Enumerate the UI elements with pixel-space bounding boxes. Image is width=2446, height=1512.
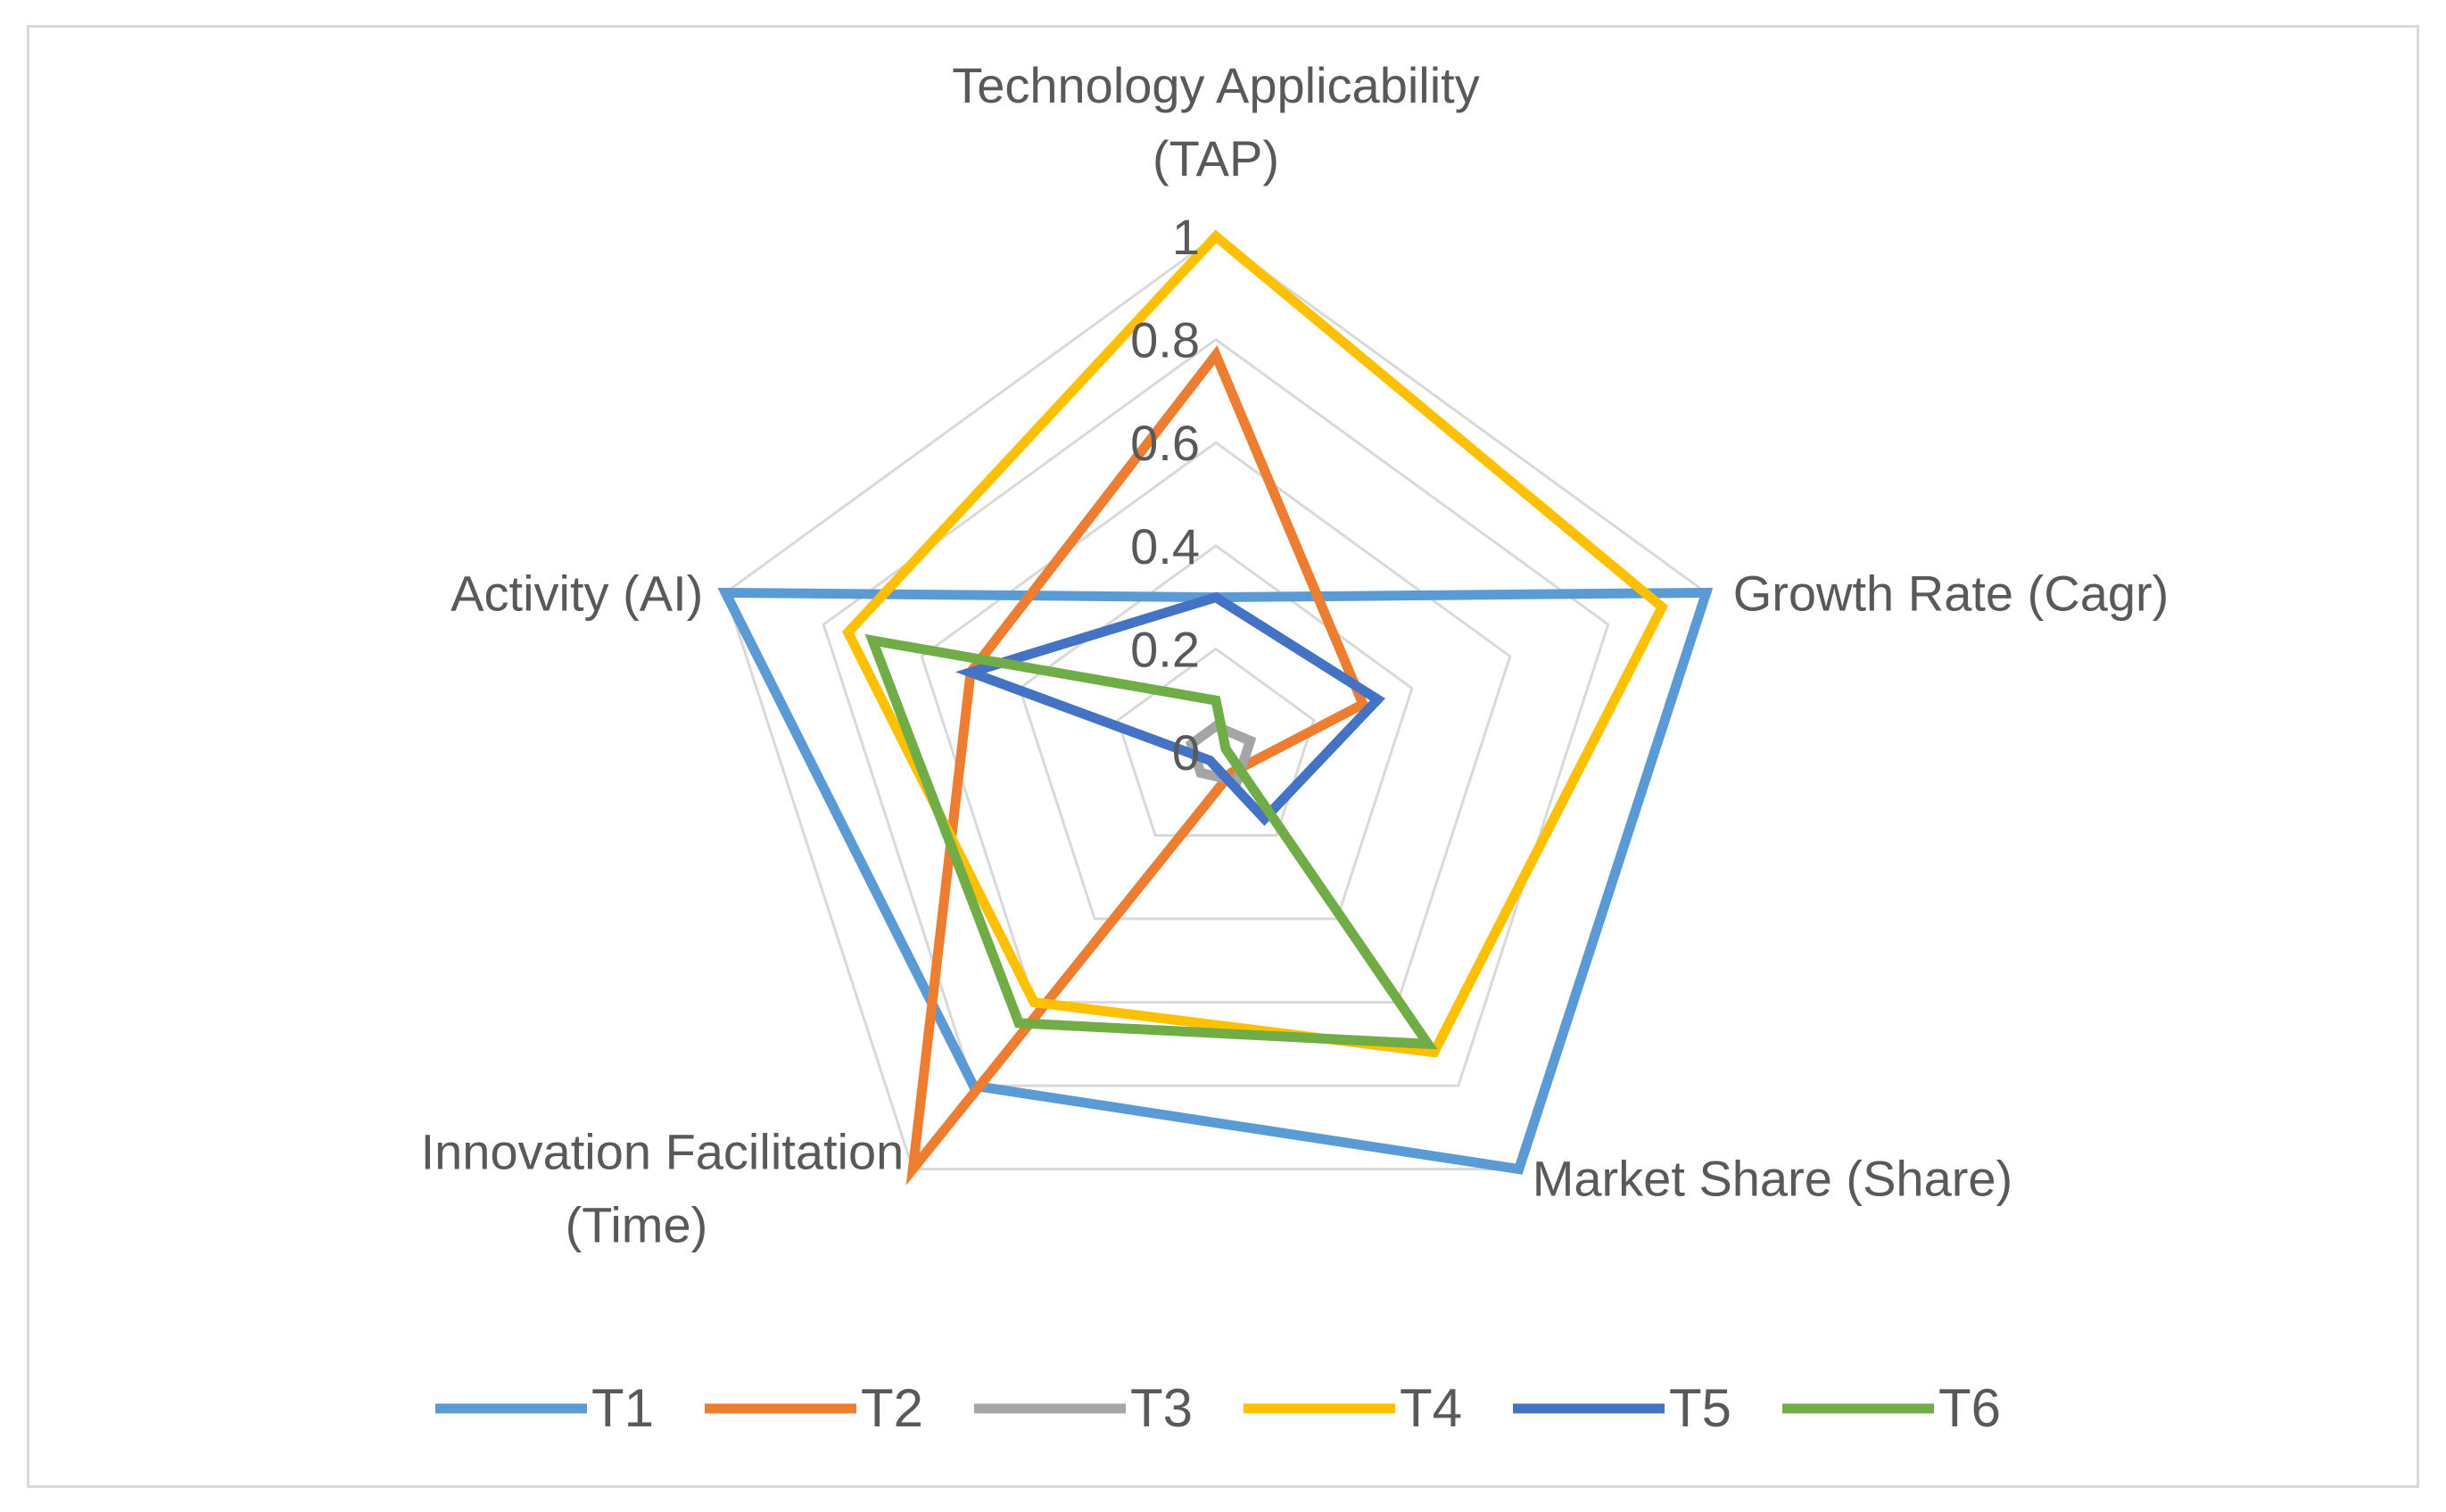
- legend-label: T5: [1669, 1378, 1731, 1438]
- axis-label-1: Technology Applicability (TAP): [952, 57, 1479, 186]
- legend-item-t5: T5: [1513, 1378, 1731, 1438]
- axis-label-line: (Time): [566, 1197, 708, 1253]
- series-t4: [842, 229, 1669, 1058]
- axis-label-line: Growth Rate (Cagr): [1733, 565, 2169, 621]
- series-t2: [905, 345, 1369, 1186]
- axis-label-line: Innovation Facilitation: [421, 1124, 905, 1180]
- legend-item-t1: T1: [435, 1378, 654, 1438]
- grid-ring-0_6: [920, 441, 1512, 1004]
- legend-label: T2: [861, 1378, 923, 1438]
- legend-label: T4: [1400, 1378, 1462, 1438]
- axis-label-line: Technology Applicability: [952, 57, 1479, 113]
- tick-label: 1: [1172, 209, 1200, 265]
- axis-label-line: Activity (AI): [450, 565, 703, 621]
- legend-item-t6: T6: [1782, 1378, 2001, 1438]
- legend-label: T3: [1130, 1378, 1193, 1438]
- tick-label: 0.6: [1130, 415, 1200, 471]
- axis-label-2: Growth Rate (Cagr): [1733, 565, 2169, 621]
- legend-item-t4: T4: [1244, 1378, 1462, 1438]
- grid-ring-1: [723, 235, 1708, 1171]
- tick-label: 0.8: [1130, 312, 1200, 368]
- tick-label: 0: [1172, 724, 1200, 781]
- radar-chart: 0 0.2 0.4 0.6 0.8 1 Technology Applicability (…: [421, 57, 2169, 1438]
- series-t1: [717, 587, 1714, 1175]
- grid-ring-0_8: [822, 337, 1610, 1087]
- axis-label-line: Market Share (Share): [1533, 1151, 2012, 1207]
- tick-label: 0.2: [1130, 621, 1200, 677]
- axis-label-4: Innovation Facilitation (Time): [421, 1124, 905, 1253]
- legend-item-t2: T2: [705, 1378, 923, 1438]
- tick-label: 0.4: [1130, 518, 1200, 574]
- axis-label-line: (TAP): [1153, 130, 1279, 186]
- chart-frame: 0 0.2 0.4 0.6 0.8 1 Technology Applicability (…: [27, 25, 2419, 1488]
- grid-ring-0_4: [1018, 543, 1414, 921]
- axis-label-5: Activity (AI): [450, 565, 703, 621]
- legend-item-t3: T3: [974, 1378, 1193, 1438]
- legend-label: T6: [1938, 1378, 2001, 1438]
- series-t6: [864, 633, 1438, 1050]
- legend-label: T1: [591, 1378, 654, 1438]
- grid-ring-0_2: [1116, 647, 1316, 837]
- axis-label-3: Market Share (Share): [1533, 1151, 2012, 1207]
